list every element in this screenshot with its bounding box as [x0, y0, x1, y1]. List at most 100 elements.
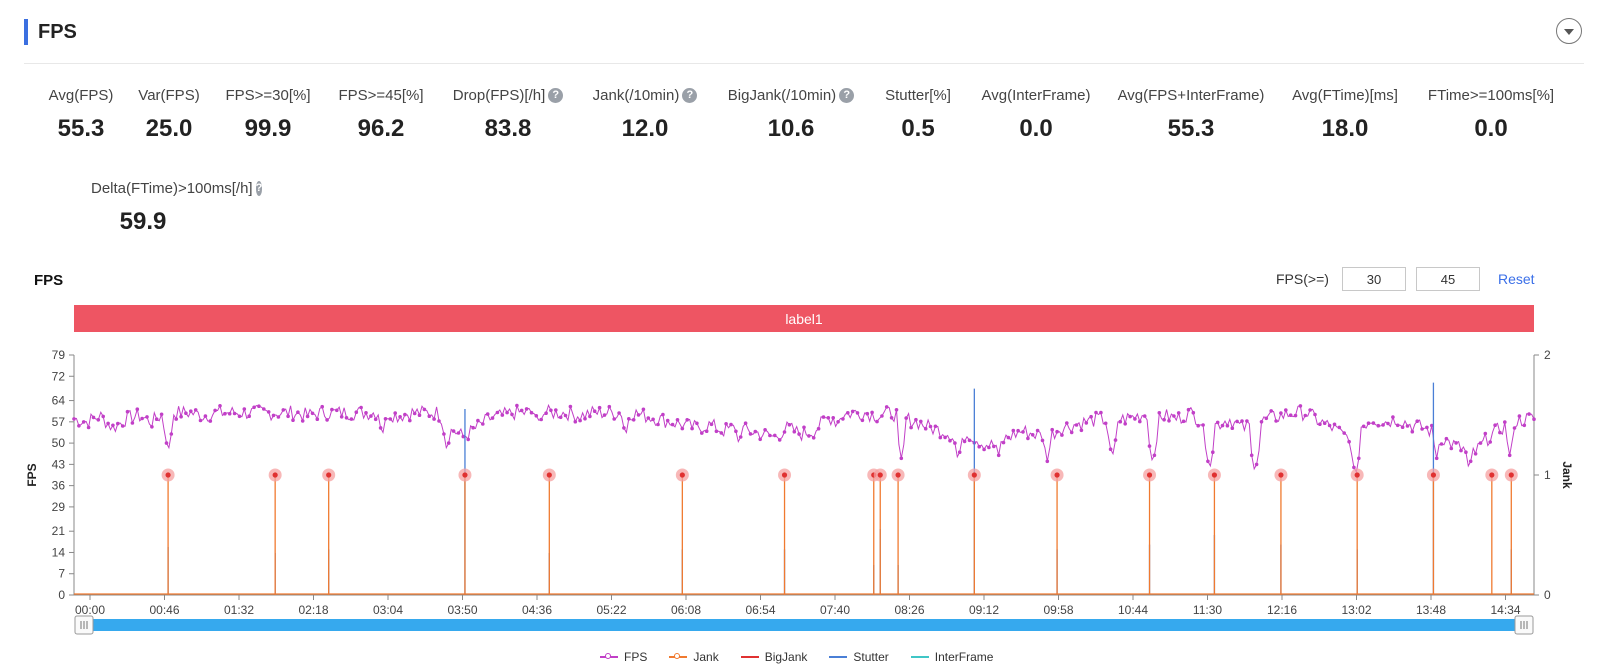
- legend-item-interframe[interactable]: InterFrame: [910, 650, 993, 664]
- fps-point: [622, 426, 626, 430]
- fps-point: [1503, 420, 1507, 424]
- label-band[interactable]: label1: [74, 305, 1534, 332]
- y-tick-label-right: 1: [1544, 468, 1551, 482]
- fps-point: [933, 424, 938, 429]
- fps-point: [826, 416, 831, 420]
- x-tick-label: 06:08: [671, 603, 701, 617]
- fps-point: [661, 412, 665, 417]
- fps-point: [315, 417, 320, 422]
- help-icon[interactable]: ?: [682, 87, 698, 103]
- help-icon[interactable]: ?: [839, 87, 855, 103]
- fps-point: [549, 408, 553, 413]
- x-tick-label: 03:50: [447, 603, 477, 617]
- fps-point: [364, 411, 368, 415]
- fps-point: [1288, 413, 1293, 418]
- fps-point: [125, 409, 130, 414]
- x-tick-label: 00:00: [75, 603, 105, 617]
- fps-point: [919, 419, 923, 424]
- fps-point: [641, 407, 646, 412]
- section-title: FPS: [38, 20, 77, 43]
- reset-link[interactable]: Reset: [1498, 271, 1535, 287]
- fps-point: [1478, 441, 1483, 445]
- zoom-slider-track: [84, 619, 1524, 631]
- metric-label-text: Delta(FTime)>100ms[/h]: [91, 179, 253, 197]
- metric-value: 96.2: [357, 115, 405, 142]
- fps-point: [592, 409, 597, 414]
- fps-point: [276, 415, 281, 419]
- legend-label-stutter: Stutter: [853, 650, 889, 664]
- fps-point: [1434, 456, 1439, 461]
- fps-point: [106, 421, 110, 426]
- zoom-slider-right-handle[interactable]: [1514, 615, 1534, 635]
- fps-point: [1167, 419, 1171, 423]
- fps-point: [816, 426, 821, 431]
- metric-avg-fps: Avg(FPS) 55.3: [0, 85, 191, 143]
- fps-point: [1284, 408, 1288, 412]
- y-tick-label-left: 7: [58, 567, 65, 581]
- fps-point: [1011, 428, 1016, 433]
- x-tick-label: 00:46: [149, 603, 179, 617]
- fps-threshold-low-input[interactable]: [1342, 267, 1406, 291]
- fps-point: [223, 411, 227, 416]
- fps-point: [96, 418, 101, 422]
- fps-point: [262, 407, 266, 411]
- fps-point: [320, 404, 325, 409]
- fps-point: [286, 414, 290, 419]
- fps-point: [1157, 411, 1162, 415]
- fps-point: [495, 410, 500, 415]
- fps-point: [369, 414, 373, 418]
- collapse-toggle-button[interactable]: [1556, 18, 1582, 44]
- y-tick-label-left: 79: [52, 348, 66, 362]
- fps-point: [1459, 448, 1463, 453]
- fps-point: [159, 412, 164, 417]
- metric-label: Avg(FPS): [0, 85, 191, 105]
- fps-point: [519, 408, 524, 413]
- fps-point: [169, 432, 174, 436]
- fps-point: [101, 414, 105, 419]
- metric-value: 99.9: [244, 115, 292, 142]
- y-axis-label-right: Jank: [1560, 461, 1574, 489]
- fps-point: [1249, 453, 1254, 458]
- y-axis-label-left: FPS: [25, 463, 39, 486]
- fps-point: [1050, 427, 1054, 432]
- fps-threshold-label: FPS(>=): [1276, 271, 1329, 287]
- fps-point: [1211, 450, 1215, 455]
- fps-point: [646, 416, 651, 420]
- legend-item-bigjank[interactable]: BigJank: [740, 650, 807, 664]
- legend-item-jank[interactable]: Jank: [669, 650, 719, 664]
- fps-point: [1040, 438, 1045, 443]
- fps-point: [476, 418, 480, 423]
- fps-point: [850, 409, 855, 414]
- jank-marker: [1054, 472, 1060, 478]
- fps-point: [300, 419, 305, 423]
- jank-marker: [1508, 472, 1514, 478]
- metric-var-fps: Var(FPS) 25.0: [59, 85, 279, 143]
- fps-threshold-high-input[interactable]: [1416, 267, 1480, 291]
- zoom-slider[interactable]: [74, 615, 1534, 635]
- fps-point: [651, 417, 655, 422]
- fps-point: [1439, 442, 1444, 446]
- fps-point: [437, 419, 441, 423]
- metric-label-text: FTime>=100ms[%]: [1427, 86, 1555, 104]
- x-tick-label: 01:32: [224, 603, 254, 617]
- fps-point: [145, 415, 149, 419]
- fps-point: [967, 438, 972, 443]
- help-icon[interactable]: ?: [255, 180, 263, 196]
- fps-point: [1293, 413, 1298, 418]
- legend-item-stutter[interactable]: Stutter: [829, 650, 889, 664]
- fps-point: [500, 413, 505, 417]
- zoom-slider-left-handle[interactable]: [74, 615, 94, 635]
- fps-point: [1176, 411, 1181, 415]
- metric-label: FPS>=30[%]: [158, 85, 378, 105]
- fps-point: [831, 416, 835, 420]
- fps-point: [140, 416, 144, 421]
- fps-point: [948, 438, 952, 443]
- metric-fps-30: FPS>=30[%] 99.9: [158, 85, 378, 143]
- legend-item-fps[interactable]: FPS: [600, 650, 647, 664]
- fps-point: [904, 416, 908, 420]
- jank-marker: [895, 472, 901, 478]
- x-tick-label: 03:04: [373, 603, 403, 617]
- fps-point: [1113, 438, 1118, 442]
- help-icon[interactable]: ?: [548, 87, 564, 103]
- fps-point: [1220, 423, 1225, 428]
